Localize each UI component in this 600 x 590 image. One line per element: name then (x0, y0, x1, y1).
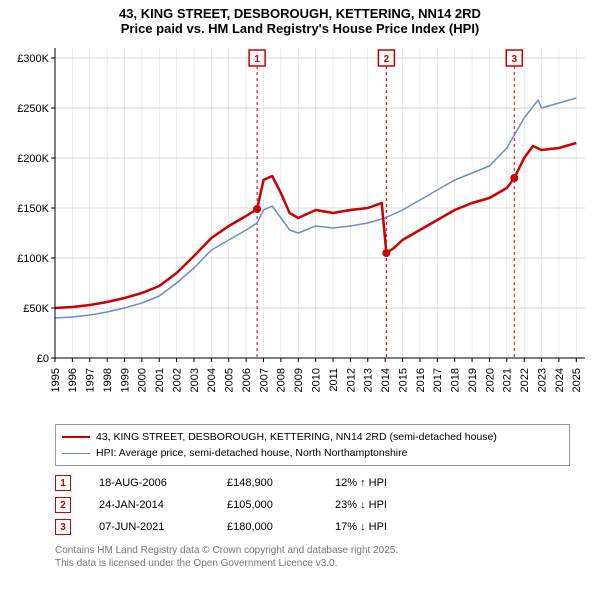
svg-text:2021: 2021 (502, 368, 514, 392)
chart-area: 1 2 3 £0 £50K £100K £150K £200K £250K £300K 1995 19… (0, 38, 600, 418)
svg-text:£50K: £50K (23, 303, 49, 315)
svg-text:2014: 2014 (380, 368, 392, 392)
svg-text:£150K: £150K (17, 203, 49, 215)
svg-text:2007: 2007 (258, 368, 270, 392)
footer-attribution: Contains HM Land Registry data © Crown c… (55, 544, 570, 570)
svg-text:3: 3 (511, 54, 517, 65)
svg-text:2013: 2013 (363, 368, 375, 392)
title-line-1: 43, KING STREET, DESBOROUGH, KETTERING, … (10, 6, 590, 21)
svg-text:2018: 2018 (450, 368, 462, 392)
svg-text:2008: 2008 (276, 368, 288, 392)
svg-text:2024: 2024 (554, 368, 566, 392)
footer-line-1: Contains HM Land Registry data © Crown c… (55, 544, 570, 557)
event-delta-0: 12% ↑ HPI (335, 477, 387, 489)
event-date-0: 18-AUG-2006 (99, 477, 199, 489)
events-table: 1 18-AUG-2006 £148,900 12% ↑ HPI 2 24-JA… (55, 472, 570, 538)
svg-text:2009: 2009 (293, 368, 305, 392)
event-delta-1: 23% ↓ HPI (335, 499, 387, 511)
svg-text:2010: 2010 (311, 368, 323, 392)
svg-text:2005: 2005 (224, 368, 236, 392)
svg-text:2023: 2023 (536, 368, 548, 392)
svg-text:2000: 2000 (137, 368, 149, 392)
svg-text:1: 1 (254, 54, 260, 65)
svg-text:£250K: £250K (17, 103, 49, 115)
svg-text:1995: 1995 (50, 368, 62, 392)
svg-text:2025: 2025 (571, 368, 583, 392)
event-price-1: £105,000 (227, 499, 307, 511)
svg-text:2002: 2002 (171, 368, 183, 392)
event-date-1: 24-JAN-2014 (99, 499, 199, 511)
svg-text:2012: 2012 (345, 368, 357, 392)
svg-text:2011: 2011 (328, 368, 340, 392)
svg-text:1998: 1998 (102, 368, 114, 392)
event-price-2: £180,000 (227, 521, 307, 533)
svg-text:2: 2 (384, 54, 390, 65)
svg-text:2017: 2017 (432, 368, 444, 392)
event-num-0: 1 (55, 475, 71, 491)
svg-text:2022: 2022 (519, 368, 531, 392)
event-date-2: 07-JUN-2021 (99, 521, 199, 533)
legend-row-0: 43, KING STREET, DESBOROUGH, KETTERING, … (62, 429, 563, 445)
svg-text:2006: 2006 (241, 368, 253, 392)
svg-text:2004: 2004 (206, 368, 218, 392)
event-row-2: 3 07-JUN-2021 £180,000 17% ↓ HPI (55, 516, 570, 538)
event-price-0: £148,900 (227, 477, 307, 489)
title-line-2: Price paid vs. HM Land Registry's House … (10, 21, 590, 36)
event-delta-2: 17% ↓ HPI (335, 521, 387, 533)
svg-text:2019: 2019 (467, 368, 479, 392)
svg-text:£0: £0 (37, 353, 49, 365)
svg-text:£300K: £300K (17, 53, 49, 65)
svg-text:£100K: £100K (17, 253, 49, 265)
svg-text:2001: 2001 (154, 368, 166, 392)
svg-text:2016: 2016 (415, 368, 427, 392)
svg-text:£200K: £200K (17, 153, 49, 165)
legend-label-1: HPI: Average price, semi-detached house,… (96, 447, 407, 459)
title-block: 43, KING STREET, DESBOROUGH, KETTERING, … (0, 0, 600, 38)
event-row-0: 1 18-AUG-2006 £148,900 12% ↑ HPI (55, 472, 570, 494)
legend-box: 43, KING STREET, DESBOROUGH, KETTERING, … (55, 424, 570, 466)
svg-text:2015: 2015 (397, 368, 409, 392)
event-num-2: 3 (55, 519, 71, 535)
svg-text:1999: 1999 (119, 368, 131, 392)
legend-swatch-red (62, 436, 90, 438)
svg-text:1997: 1997 (85, 368, 97, 392)
svg-text:2003: 2003 (189, 368, 201, 392)
svg-text:2020: 2020 (484, 368, 496, 392)
legend-label-0: 43, KING STREET, DESBOROUGH, KETTERING, … (96, 431, 497, 443)
legend-row-1: HPI: Average price, semi-detached house,… (62, 445, 563, 461)
svg-text:1996: 1996 (67, 368, 79, 392)
chart-svg: 1 2 3 £0 £50K £100K £150K £200K £250K £300K 1995 19… (0, 38, 600, 418)
footer-line-2: This data is licensed under the Open Gov… (55, 557, 570, 570)
page-container: 43, KING STREET, DESBOROUGH, KETTERING, … (0, 0, 600, 590)
event-row-1: 2 24-JAN-2014 £105,000 23% ↓ HPI (55, 494, 570, 516)
event-num-1: 2 (55, 497, 71, 513)
legend-swatch-blue (62, 453, 90, 454)
